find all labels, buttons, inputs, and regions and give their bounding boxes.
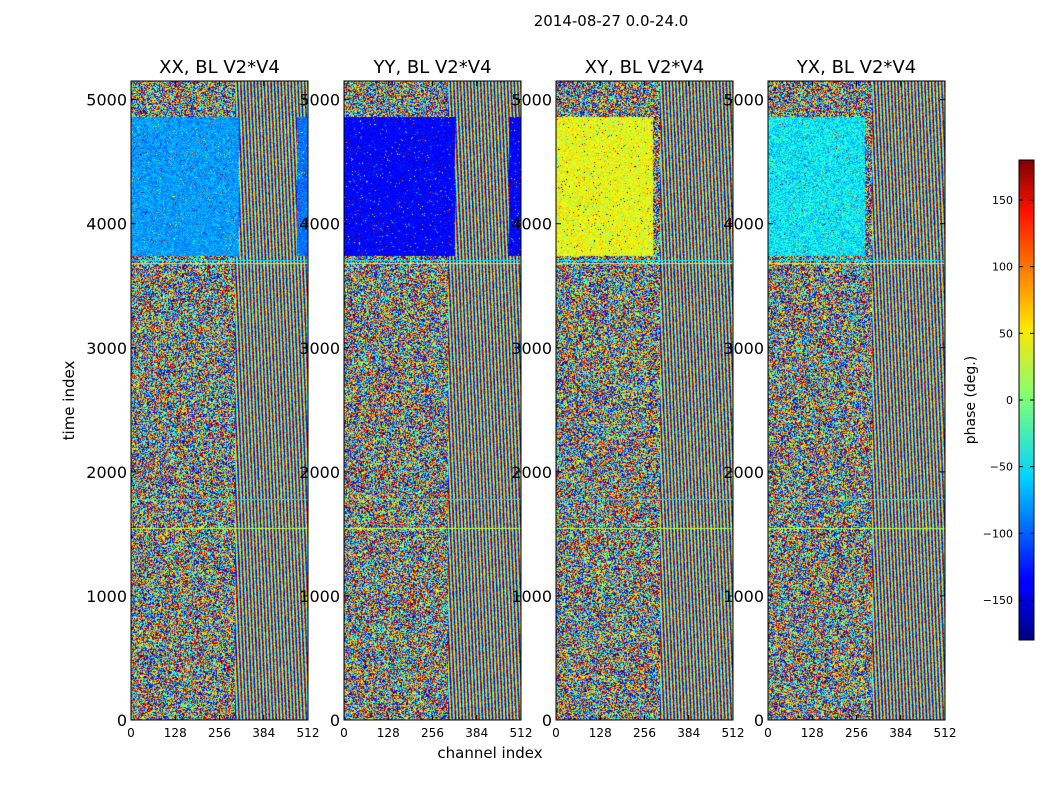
y-tick-label: 5000 (511, 91, 552, 110)
x-tick-label: 0 (340, 726, 348, 740)
x-tick-label: 0 (764, 726, 772, 740)
colorbar-tick-label: 100 (992, 261, 1013, 274)
panel-yx: YX, BL V2*V4 0 128 256 384 512 0 1000 2000 3000 40… (723, 57, 956, 740)
panel-xx: XX, BL V2*V4 0 128 256 384 512 0 1000 2000 3000 40… (60, 57, 319, 740)
y-tick-label: 5000 (299, 91, 340, 110)
y-tick-label: 3000 (723, 339, 764, 358)
x-tick-label: 256 (421, 726, 444, 740)
y-tick-label: 5000 (723, 91, 764, 110)
x-tick-label: 128 (589, 726, 612, 740)
panel-yy: YY, BL V2*V4 0 128 256 384 512 0 1000 2000 3000 40… (299, 57, 532, 740)
heatmap-image (344, 81, 521, 720)
y-tick-label: 4000 (723, 215, 764, 234)
y-tick-label: 1000 (86, 587, 127, 606)
panel-xy: XY, BL V2*V4 0 128 256 384 512 0 1000 2000 3000 40… (511, 57, 744, 740)
y-tick-label: 3000 (511, 339, 552, 358)
x-tick-label: 0 (552, 726, 560, 740)
y-tick-label: 1000 (723, 587, 764, 606)
y-tick-label: 0 (754, 711, 764, 730)
panel-title: XY, BL V2*V4 (585, 57, 704, 78)
y-tick-label: 4000 (86, 215, 127, 234)
heatmap-image (556, 81, 733, 720)
x-tick-label: 128 (801, 726, 824, 740)
panel-title: XX, BL V2*V4 (159, 57, 280, 78)
x-tick-label: 384 (252, 726, 275, 740)
y-tick-label: 2000 (511, 463, 552, 482)
y-tick-label: 3000 (86, 339, 127, 358)
x-tick-label: 128 (164, 726, 187, 740)
x-tick-label: 0 (127, 726, 135, 740)
y-tick-label: 1000 (299, 587, 340, 606)
colorbar-label: phase (deg.) (963, 356, 979, 444)
x-tick-label: 256 (633, 726, 656, 740)
figure-suptitle: 2014-08-27 0.0-24.0 (533, 12, 689, 30)
x-tick-label: 512 (297, 726, 320, 740)
colorbar-tick-label: 0 (1006, 394, 1013, 407)
x-tick-label: 384 (889, 726, 912, 740)
x-tick-label: 512 (510, 726, 533, 740)
x-tick-label: 384 (465, 726, 488, 740)
heatmap-image (768, 81, 945, 720)
colorbar-tick-label: 50 (999, 327, 1013, 340)
panel-title: YY, BL V2*V4 (372, 57, 491, 78)
x-tick-label: 512 (722, 726, 745, 740)
y-tick-label: 1000 (511, 587, 552, 606)
x-tick-label: 512 (934, 726, 957, 740)
x-tick-label: 256 (845, 726, 868, 740)
colorbar-tick-label: 150 (992, 194, 1013, 207)
x-tick-label: 256 (208, 726, 231, 740)
y-tick-label: 2000 (299, 463, 340, 482)
y-tick-label: 0 (330, 711, 340, 730)
colorbar-tick-label: −150 (983, 594, 1013, 607)
y-tick-label: 3000 (299, 339, 340, 358)
panel-title: YX, BL V2*V4 (796, 57, 916, 78)
y-tick-label: 2000 (86, 463, 127, 482)
y-tick-label: 0 (542, 711, 552, 730)
heatmap-image (131, 81, 308, 720)
x-axis-label: channel index (437, 744, 542, 762)
colorbar-tick-label: −50 (990, 461, 1013, 474)
y-tick-label: 0 (117, 711, 127, 730)
x-tick-label: 128 (377, 726, 400, 740)
y-tick-label: 5000 (86, 91, 127, 110)
x-tick-label: 384 (677, 726, 700, 740)
y-axis-label: time index (60, 361, 78, 441)
y-tick-label: 4000 (511, 215, 552, 234)
y-tick-label: 4000 (299, 215, 340, 234)
colorbar-tick-label: −100 (983, 527, 1013, 540)
colorbar: 150 100 50 0 −50 −100 −150 phase (deg.) (963, 159, 1035, 641)
y-tick-label: 2000 (723, 463, 764, 482)
